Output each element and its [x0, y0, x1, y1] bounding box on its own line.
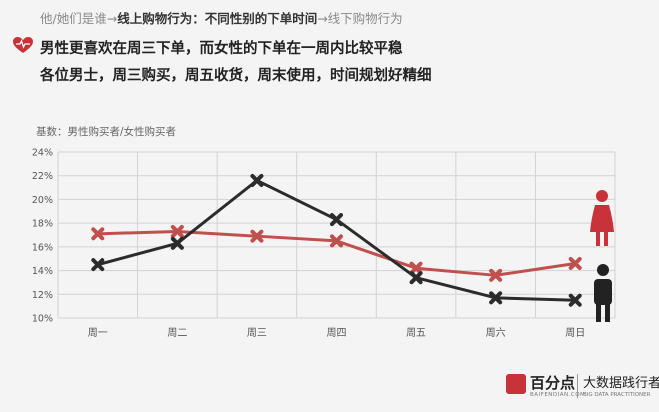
- data-point-female: [170, 224, 184, 238]
- male-figure-icon: [594, 264, 612, 322]
- data-point-female: [330, 234, 343, 248]
- breadcrumb-part-3: →线下购物行为: [317, 11, 403, 26]
- data-point-male: [409, 271, 423, 285]
- x-tick-label: 周一: [88, 327, 108, 339]
- y-tick-label: 20%: [32, 195, 53, 206]
- x-tick-label: 周二: [167, 327, 187, 339]
- data-point-male: [170, 236, 184, 250]
- x-tick-label: 周三: [247, 327, 267, 339]
- x-axis-labels: 周一 周二 周三 周四 周五 周六 周日: [88, 327, 585, 339]
- y-tick-label: 24%: [32, 148, 53, 159]
- data-point-female: [409, 261, 423, 275]
- data-point-female: [568, 256, 582, 270]
- female-figure-icon: [590, 190, 614, 246]
- data-point-male: [91, 258, 105, 272]
- x-tick-label: 周四: [327, 327, 347, 339]
- breadcrumb-part-1: 他/她们是谁→: [40, 11, 118, 26]
- y-tick-label: 10%: [32, 314, 53, 325]
- brand-slogan: 大数据践行者: [583, 376, 659, 391]
- data-point-male: [330, 213, 343, 227]
- y-tick-label: 12%: [32, 290, 53, 301]
- series-line-female: [97, 229, 576, 277]
- x-tick-label: 周六: [486, 327, 506, 339]
- data-point-female: [489, 268, 503, 282]
- x-tick-label: 周五: [406, 327, 426, 339]
- y-axis-labels: 10% 12% 14% 16% 18% 20% 22% 24%: [32, 148, 53, 325]
- y-tick-label: 22%: [32, 171, 53, 182]
- data-point-male: [568, 293, 582, 307]
- data-point-male: [250, 173, 264, 187]
- breadcrumb-current: 线上购物行为：不同性别的下单时间: [117, 11, 318, 26]
- y-tick-label: 16%: [32, 242, 53, 253]
- headline-1: 男性更喜欢在周三下单，而女性的下单在一周内比较平稳: [40, 41, 403, 57]
- series-markers: [91, 173, 582, 307]
- y-tick-label: 14%: [32, 266, 53, 277]
- brand-slogan-sub: BIG DATA PRACTITIONER: [583, 392, 651, 398]
- percent-logo-icon: [506, 374, 526, 394]
- data-point-male: [489, 291, 503, 305]
- x-tick-label: 周日: [565, 327, 585, 339]
- y-tick-label: 18%: [32, 219, 53, 230]
- data-point-female: [250, 229, 264, 243]
- base-label: 基数：男性购买者/女性购买者: [36, 126, 177, 138]
- heart-icon: [13, 37, 33, 53]
- logo-divider: [577, 374, 578, 398]
- brand-url: BAIFENDIAN.COM: [530, 392, 586, 398]
- headline-2: 各位男士，周三购买，周五收货，周末使用，时间规划好精细: [40, 68, 432, 84]
- data-point-female: [91, 227, 105, 241]
- chart-grid: [57, 151, 616, 319]
- breadcrumb: 他/她们是谁→线上购物行为：不同性别的下单时间→线下购物行为: [40, 8, 403, 27]
- brand-logo: 百分点 BAIFENDIAN.COM 大数据践行者 BIG DATA PRACT…: [506, 370, 659, 406]
- brand-name: 百分点: [530, 374, 576, 392]
